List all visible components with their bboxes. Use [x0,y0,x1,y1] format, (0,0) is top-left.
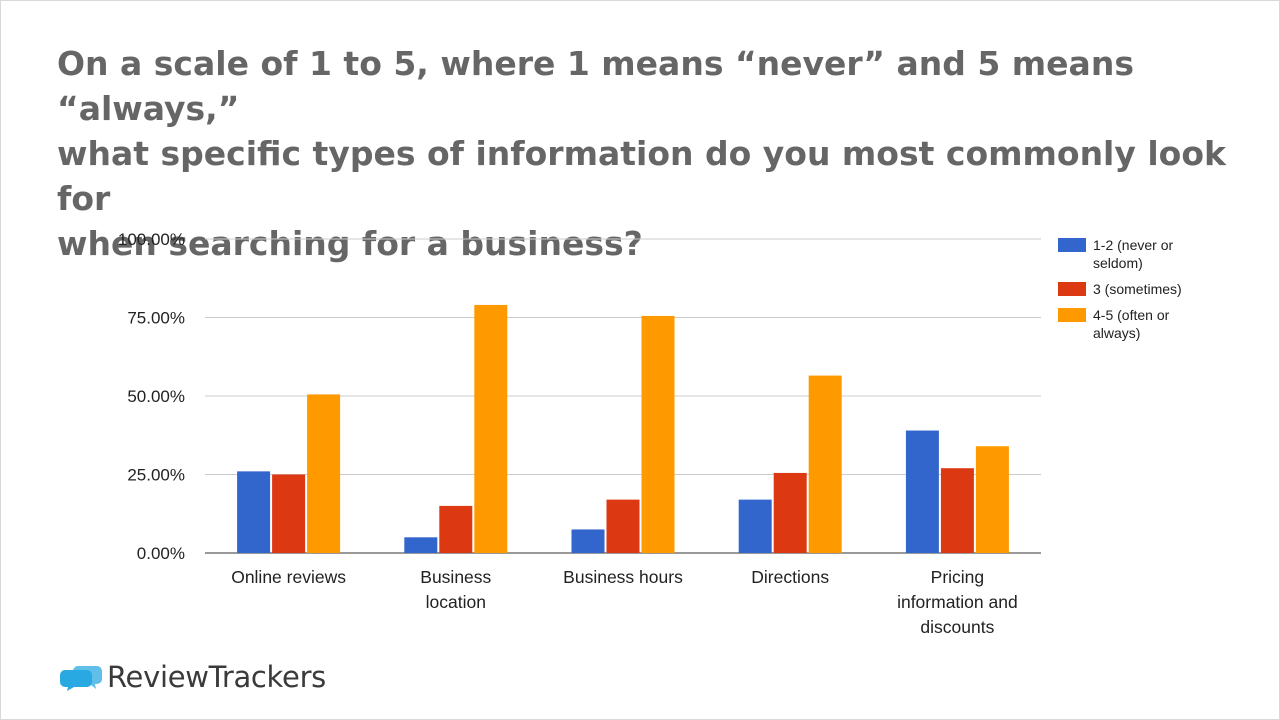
bar [940,468,974,553]
bar [272,474,306,553]
legend-swatch [1058,308,1086,322]
x-category-label: Business hours [563,567,683,587]
bar [808,375,842,553]
reviewtrackers-logo: Review Trackers [59,659,326,695]
bar [237,471,271,553]
legend-swatch [1058,238,1086,252]
bar [905,430,939,553]
legend-label: 1-2 (never or seldom) [1093,237,1173,271]
bar [307,394,341,553]
y-tick-label: 50.00% [127,387,185,406]
bar [738,499,772,553]
legend-swatch [1058,282,1086,296]
chart-title: On a scale of 1 to 5, where 1 means “nev… [57,41,1237,266]
bar [606,499,640,553]
bar [474,304,508,553]
bar [571,529,605,553]
brand-name-review: Review [107,660,209,694]
y-tick-label: 100.00% [118,230,185,249]
speech-bubbles-icon [60,666,102,691]
bar [773,472,807,553]
chart-title-line-2: what specific types of information do yo… [57,134,1226,218]
chart-title-line-3: when searching for a business? [57,224,643,263]
legend-label: 4-5 (often or always) [1093,307,1170,341]
y-tick-label: 25.00% [127,466,185,485]
brand-name-trackers: Trackers [208,660,327,694]
x-category-label: Online reviews [231,567,346,587]
bar [404,537,438,553]
chart-title-line-1: On a scale of 1 to 5, where 1 means “nev… [57,44,1134,128]
x-category-label: Directions [751,567,829,587]
legend-label: 3 (sometimes) [1093,281,1182,297]
y-tick-label: 75.00% [127,309,185,328]
y-tick-label: 0.00% [137,544,185,563]
x-category-label: Pricing information and discounts [897,567,1018,637]
bar-chart: 0.00% 25.00% 50.00% 75.00% 100.00% Online rev… [118,230,1182,637]
x-category-label: Business location [420,567,491,612]
bar [439,505,473,553]
bar [641,315,675,553]
bar [975,446,1009,553]
